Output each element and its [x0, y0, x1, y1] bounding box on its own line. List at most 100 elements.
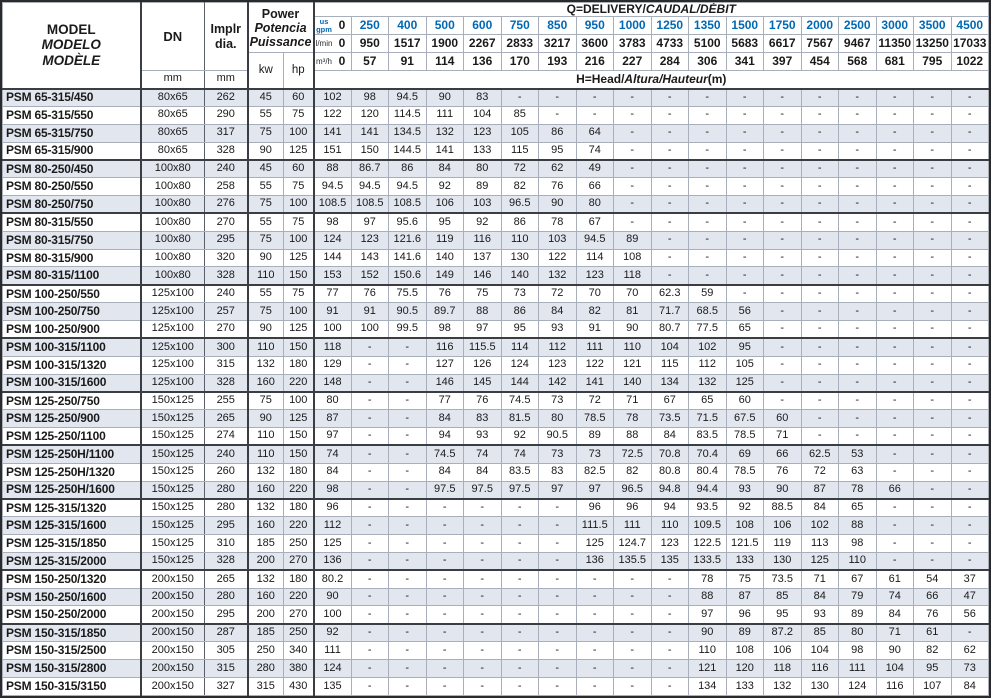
dn-cell: 80x65: [140, 88, 205, 107]
head-value-cell: -: [950, 123, 989, 143]
impeller-dia-cell: 295: [204, 230, 249, 250]
head-value-cell: 125: [575, 534, 614, 553]
model-cell: PSM 100-315/1100: [2, 337, 142, 357]
dn-cell: 150x125: [140, 534, 205, 553]
model-cell: PSM 150-315/1850: [2, 622, 142, 643]
head-value-cell: 75.5: [388, 283, 427, 304]
power-hp-cell: 430: [283, 676, 315, 697]
head-value-cell: 135: [313, 676, 352, 697]
head-value-cell: -: [388, 587, 427, 607]
head-value-cell: -: [388, 497, 427, 518]
head-value-cell: 78: [838, 480, 877, 500]
flow-value-cell: 5683: [725, 34, 764, 53]
flow-value-cell: 7567: [800, 34, 839, 53]
head-value-cell: 97: [463, 319, 502, 339]
flow-m3h-zero-cell: m³/h 0: [313, 52, 352, 71]
head-value-cell: -: [838, 158, 877, 179]
head-value-cell: 111: [425, 105, 464, 125]
head-value-cell: -: [875, 373, 914, 393]
head-value-cell: -: [838, 212, 877, 232]
head-title-unit: (m): [707, 71, 727, 86]
head-value-cell: 80: [575, 195, 614, 214]
power-hp-cell: 220: [283, 480, 315, 500]
head-value-cell: -: [500, 88, 539, 107]
head-value-cell: 82.5: [575, 462, 614, 482]
pump-row: PSM 80-315/900 100x80 320 90 125 144 143 141.6 1…: [2, 248, 989, 268]
pump-row: PSM 80-250/750 100x80 276 75 100 108.5 108.5 10…: [2, 195, 989, 214]
head-value-cell: -: [425, 676, 464, 697]
impeller-dia-cell: 276: [204, 195, 249, 214]
head-value-cell: -: [950, 462, 989, 482]
head-value-cell: 108: [725, 641, 764, 660]
power-hp-cell: 100: [283, 230, 315, 250]
head-value-cell: -: [388, 337, 427, 357]
power-kw-cell: 160: [247, 480, 284, 500]
head-value-cell: 111: [313, 641, 352, 660]
head-value-cell: -: [725, 230, 764, 250]
head-value-cell: 87: [800, 480, 839, 500]
flow-value-cell: 600: [463, 16, 502, 35]
head-value-cell: -: [913, 534, 952, 553]
head-value-cell: 151: [313, 141, 352, 161]
head-value-cell: -: [913, 337, 952, 357]
head-value-cell: 124: [500, 355, 539, 375]
head-value-cell: -: [463, 659, 502, 678]
head-value-cell: 61: [913, 622, 952, 643]
power-hp-cell: 220: [283, 373, 315, 393]
head-value-cell: -: [838, 88, 877, 107]
model-cell: PSM 150-315/2500: [2, 641, 142, 660]
head-value-cell: -: [913, 283, 952, 304]
head-value-cell: -: [800, 283, 839, 304]
head-value-cell: -: [800, 373, 839, 393]
impeller-dia-cell: 317: [204, 123, 249, 143]
head-value-cell: -: [763, 283, 802, 304]
head-value-cell: 94: [650, 497, 689, 518]
head-value-cell: 132: [763, 676, 802, 697]
power-kw-cell: 132: [247, 569, 284, 589]
head-value-cell: -: [650, 141, 689, 161]
head-value-cell: 82: [575, 302, 614, 321]
power-label-en: Power: [261, 6, 300, 21]
head-value-cell: 129: [313, 355, 352, 375]
head-value-cell: -: [688, 177, 727, 197]
pump-row: PSM 150-315/3150 200x150 327 315 430 135- - - - -…: [2, 676, 989, 697]
pump-row: PSM 125-315/1850 150x125 310 185 250 125- - - - -…: [2, 534, 989, 553]
pump-row: PSM 80-315/550 100x80 270 55 75 98 97 95.6 95 92 8…: [2, 212, 989, 232]
lmin-zero-value: 0: [338, 36, 346, 51]
head-value-cell: -: [763, 266, 802, 286]
head-value-cell: 78.5: [725, 462, 764, 482]
flow-value-cell: 1900: [425, 34, 464, 53]
head-value-cell: -: [838, 283, 877, 304]
head-value-cell: -: [838, 123, 877, 143]
pump-row: PSM 125-250H/1100 150x125 240 110 150 74- -74.…: [2, 444, 989, 464]
flow-value-cell: 397: [763, 52, 802, 71]
head-value-cell: 83: [463, 409, 502, 429]
pump-row: PSM 125-315/2000 150x125 328 200 270 136- - - - -…: [2, 551, 989, 571]
head-value-cell: -: [875, 230, 914, 250]
head-value-cell: 100: [350, 319, 389, 339]
head-value-cell: 123: [538, 355, 577, 375]
impeller-dia-cell: 327: [204, 676, 249, 697]
power-hp-cell: 250: [283, 534, 315, 553]
head-value-cell: -: [613, 587, 652, 607]
power-hp-cell: 75: [283, 105, 315, 125]
usgpm-unit-label: us gpm: [316, 17, 332, 34]
head-value-cell: 74: [575, 141, 614, 161]
impeller-dia-cell: 295: [204, 516, 249, 536]
dn-cell: 200x150: [140, 659, 205, 678]
head-value-cell: 104: [650, 337, 689, 357]
head-value-cell: -: [838, 105, 877, 125]
head-value-cell: 98: [838, 641, 877, 660]
power-hp-cell: 60: [283, 88, 315, 107]
model-cell: PSM 100-315/1320: [2, 355, 142, 375]
head-value-cell: 95.6: [388, 212, 427, 232]
head-value-cell: 91: [575, 319, 614, 339]
head-value-cell: -: [875, 462, 914, 482]
head-value-cell: 97: [313, 427, 352, 446]
head-value-cell: -: [913, 248, 952, 268]
head-value-cell: 134: [650, 373, 689, 393]
head-value-cell: 78: [613, 409, 652, 429]
head-value-cell: -: [913, 516, 952, 536]
head-value-cell: 71.7: [650, 302, 689, 321]
head-value-cell: 123: [463, 123, 502, 143]
